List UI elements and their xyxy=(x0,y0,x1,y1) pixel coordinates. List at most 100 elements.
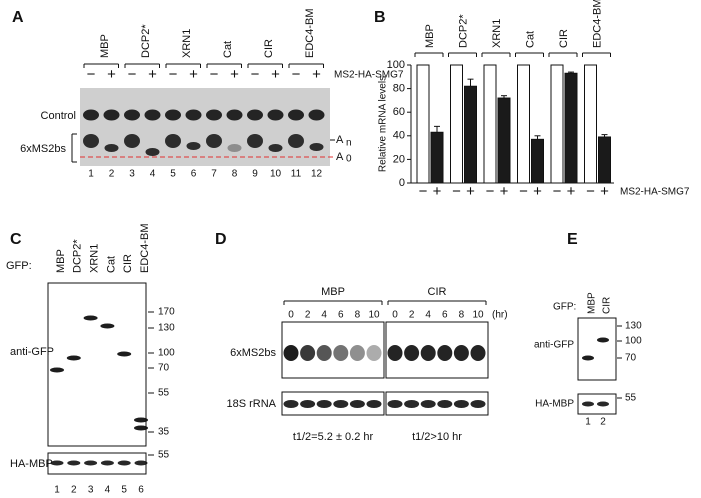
blot xyxy=(577,317,617,381)
sign: + xyxy=(189,66,198,83)
lane-number: 3 xyxy=(129,169,135,180)
bar xyxy=(517,64,530,184)
y-tick-label: 80 xyxy=(393,83,405,95)
lane-number: 7 xyxy=(211,169,217,180)
y-tick-label: 60 xyxy=(393,106,405,118)
legend-sign: + xyxy=(567,183,576,200)
lane-number: 2 xyxy=(109,169,115,180)
sign: + xyxy=(107,66,116,83)
band xyxy=(186,142,201,150)
sign: + xyxy=(148,66,157,83)
lane-number: 2 xyxy=(71,485,77,496)
band xyxy=(316,345,332,361)
sign: − xyxy=(169,66,178,83)
lane-label: CIR xyxy=(602,297,613,314)
time-label: 6 xyxy=(442,310,448,321)
panel-letter: C xyxy=(10,231,22,248)
band xyxy=(134,417,148,423)
blot-label: 18S rRNA xyxy=(226,398,276,410)
band xyxy=(100,323,115,329)
sign: − xyxy=(292,66,301,83)
blot xyxy=(281,321,385,379)
band xyxy=(366,400,382,408)
band xyxy=(308,109,325,121)
lane-group-label: DCP2* xyxy=(140,24,152,58)
band xyxy=(227,144,242,152)
time-label: 10 xyxy=(368,310,380,321)
lane-group-label: XRN1 xyxy=(181,29,193,58)
marker-label: 70 xyxy=(625,353,637,364)
marker-label: 35 xyxy=(158,427,170,438)
panel-letter: E xyxy=(567,231,578,248)
band xyxy=(437,345,453,361)
lane-number: 1 xyxy=(585,417,591,428)
band xyxy=(349,345,365,361)
sign: − xyxy=(87,66,96,83)
time-label: 4 xyxy=(321,310,327,321)
time-label: 6 xyxy=(338,310,344,321)
lane-label: MBP xyxy=(587,292,598,314)
band xyxy=(267,109,284,121)
band xyxy=(437,400,453,408)
band xyxy=(349,400,365,408)
bar xyxy=(450,64,463,184)
legend-sign: + xyxy=(500,183,509,200)
blot xyxy=(385,321,489,379)
lane-label: MBP xyxy=(55,249,67,273)
band xyxy=(288,109,304,121)
panel-letter: A xyxy=(12,9,24,26)
band xyxy=(50,460,64,466)
band xyxy=(165,109,181,121)
band xyxy=(83,315,98,321)
band xyxy=(268,144,283,152)
group-label: CIR xyxy=(428,286,447,298)
bar xyxy=(598,136,611,184)
y-tick-label: 20 xyxy=(393,153,405,165)
lane-label: Cat xyxy=(105,256,117,273)
lane-label: DCP2* xyxy=(72,239,84,273)
legend-sign: − xyxy=(419,183,428,200)
lane-number: 5 xyxy=(121,485,127,496)
band xyxy=(597,401,609,407)
gfp-label: GFP: xyxy=(6,260,32,272)
marker-label: 55 xyxy=(158,450,170,461)
band xyxy=(453,400,469,408)
lane-group-label: Cat xyxy=(222,41,234,58)
blot xyxy=(385,391,489,416)
band xyxy=(309,143,324,151)
legend-sign: + xyxy=(466,183,475,200)
lane-number: 6 xyxy=(138,485,144,496)
legend-sign: − xyxy=(486,183,495,200)
x-category-label: Cat xyxy=(524,31,536,48)
tail-label: n xyxy=(346,138,352,149)
band xyxy=(300,400,316,408)
x-category-label: EDC4-BM xyxy=(591,0,603,48)
time-label: 0 xyxy=(392,310,398,321)
y-tick-label: 0 xyxy=(399,177,405,189)
bar xyxy=(483,64,497,184)
lane-group-label: EDC4-BM xyxy=(304,8,316,58)
lane-label: CIR xyxy=(122,254,134,273)
panel-letter: D xyxy=(215,231,227,248)
band xyxy=(288,134,304,148)
bar xyxy=(550,64,564,184)
band xyxy=(206,109,222,121)
unit-label: (hr) xyxy=(492,310,508,321)
band xyxy=(333,400,349,408)
panel-letter: B xyxy=(374,9,386,26)
band xyxy=(84,460,98,466)
lane-number: 10 xyxy=(270,169,282,180)
legend-sign: + xyxy=(533,183,542,200)
band xyxy=(165,134,181,148)
band xyxy=(404,345,420,361)
treatment-label: MS2-HA-SMG7 xyxy=(620,187,690,198)
time-label: 8 xyxy=(459,310,465,321)
lane-group-label: CIR xyxy=(263,39,275,58)
marker-label: 170 xyxy=(158,307,175,318)
band xyxy=(67,460,81,466)
band xyxy=(103,109,120,121)
bar xyxy=(497,97,511,184)
lane-label: EDC4-BM xyxy=(139,223,151,273)
marker-label: 130 xyxy=(625,321,642,332)
